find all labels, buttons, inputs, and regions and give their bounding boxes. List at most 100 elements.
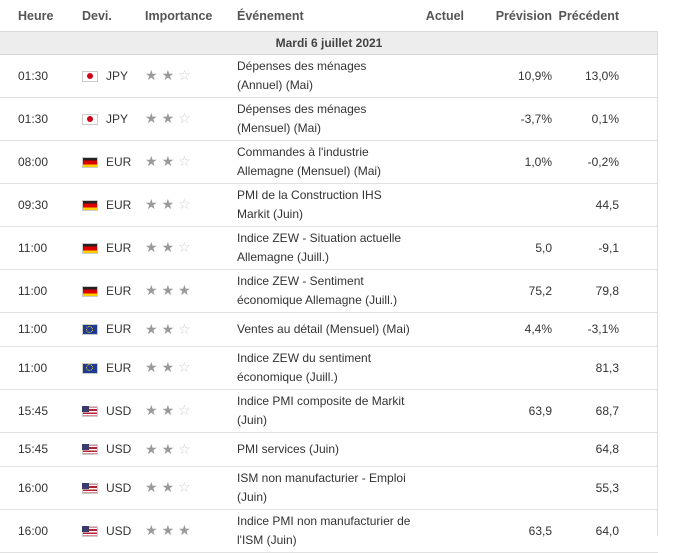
de-flag-icon <box>82 156 98 168</box>
importance-stars: ★★☆ <box>145 359 195 375</box>
row-currency: JPY <box>82 54 145 98</box>
row-event[interactable]: Dépenses des ménages (Mensuel) (Mai) <box>237 97 417 141</box>
header-currency[interactable]: Devi. <box>82 8 112 23</box>
row-forecast: 75,2 <box>464 269 552 313</box>
row-actual <box>417 389 464 433</box>
star-filled-icon: ★ <box>161 67 179 83</box>
star-filled-icon: ★ <box>145 402 162 418</box>
row-actual <box>417 509 464 553</box>
row-event[interactable]: PMI services (Juin) <box>237 432 417 467</box>
importance-stars: ★★☆ <box>145 153 195 169</box>
row-time: 11:00 <box>0 269 82 313</box>
row-previous: -0,2% <box>552 140 658 184</box>
row-currency: EUR <box>82 312 145 347</box>
row-actual <box>417 312 464 347</box>
row-previous: 64,8 <box>552 432 658 467</box>
row-previous: 44,5 <box>552 183 658 227</box>
currency-code: JPY <box>106 111 129 126</box>
table-row[interactable]: 01:30 JPY ★★☆ Dépenses des ménages (Mensuel… <box>0 97 658 141</box>
row-event[interactable]: Indice ZEW du sentiment économique (Juil… <box>237 346 417 390</box>
row-currency: USD <box>82 389 145 433</box>
table-row[interactable]: 11:00 EUR ★★☆ Indice ZEW - Situation actuel… <box>0 226 658 270</box>
star-filled-icon: ★ <box>161 359 179 375</box>
table-row[interactable]: 11:00 EUR ★★★ Indice ZEW - Sentiment économ… <box>0 269 658 313</box>
star-filled-icon: ★ <box>161 110 179 126</box>
header-time[interactable]: Heure <box>18 8 54 23</box>
row-previous: 81,3 <box>552 346 658 390</box>
star-filled-icon: ★ <box>145 522 162 538</box>
table-row[interactable]: 15:45 USD ★★☆ Indice PMI composite de Marki… <box>0 389 658 433</box>
star-filled-icon: ★ <box>161 282 179 298</box>
row-previous: 79,8 <box>552 269 658 313</box>
table-row[interactable]: 16:00 USD ★★☆ ISM non manufacturier - Emplo… <box>0 466 658 510</box>
currency-code: USD <box>106 403 132 418</box>
row-time: 11:00 <box>0 226 82 270</box>
star-filled-icon: ★ <box>161 440 179 457</box>
row-event[interactable]: Commandes à l'industrie Allemagne (Mensu… <box>237 140 417 184</box>
star-empty-icon: ☆ <box>178 239 195 255</box>
table-row[interactable]: 11:00 EUR ★★☆ Indice ZEW du sentiment écono… <box>0 346 658 390</box>
star-filled-icon: ★ <box>145 479 162 495</box>
star-filled-icon: ★ <box>145 196 162 212</box>
de-flag-icon <box>82 199 98 211</box>
row-importance: ★★☆ <box>145 140 237 184</box>
row-event[interactable]: Indice PMI composite de Markit (Juin) <box>237 389 417 433</box>
row-previous: 64,0 <box>552 509 658 553</box>
row-event[interactable]: Indice PMI non manufacturier de l'ISM (J… <box>237 509 417 553</box>
header-previous[interactable]: Précédent <box>558 8 619 23</box>
row-currency: USD <box>82 432 145 467</box>
row-previous: -3,1% <box>552 312 658 347</box>
table-row[interactable]: 15:45 USD ★★☆ PMI services (Juin) 64,8 <box>0 432 658 467</box>
row-forecast <box>464 183 552 227</box>
header-actual[interactable]: Actuel <box>425 8 464 23</box>
jp-flag-icon <box>82 113 98 125</box>
row-event[interactable]: PMI de la Construction IHS Markit (Juin) <box>237 183 417 227</box>
table-row[interactable]: 01:30 JPY ★★☆ Dépenses des ménages (Annuel)… <box>0 54 658 98</box>
row-actual <box>417 54 464 98</box>
table-row[interactable]: 11:00 EUR ★★☆ Ventes au détail (Mensuel) (M… <box>0 312 658 347</box>
row-importance: ★★☆ <box>145 346 237 390</box>
date-row: Mardi 6 juillet 2021 <box>0 31 658 55</box>
star-filled-icon: ★ <box>178 282 195 298</box>
header-importance[interactable]: Importance <box>145 8 213 23</box>
row-time: 15:45 <box>0 432 82 467</box>
row-previous: 68,7 <box>552 389 658 433</box>
star-empty-icon: ☆ <box>178 402 195 418</box>
row-event[interactable]: Indice ZEW - Situation actuelle Allemagn… <box>237 226 417 270</box>
star-filled-icon: ★ <box>161 402 179 418</box>
table-row[interactable]: 16:00 USD ★★★ Indice PMI non manufacturier … <box>0 509 658 553</box>
star-filled-icon: ★ <box>145 239 162 255</box>
currency-code: USD <box>106 480 132 495</box>
star-empty-icon: ☆ <box>178 359 195 375</box>
header-forecast[interactable]: Prévision <box>495 8 552 23</box>
star-empty-icon: ☆ <box>178 110 195 126</box>
currency-code: EUR <box>106 283 132 298</box>
row-currency: EUR <box>82 269 145 313</box>
importance-stars: ★★☆ <box>145 321 195 337</box>
table-row[interactable]: 08:00 EUR ★★☆ Commandes à l'industrie Allem… <box>0 140 658 184</box>
row-event[interactable]: ISM non manufacturier - Emploi (Juin) <box>237 466 417 510</box>
row-event[interactable]: Dépenses des ménages (Annuel) (Mai) <box>237 54 417 98</box>
row-importance: ★★☆ <box>145 432 237 467</box>
row-event[interactable]: Ventes au détail (Mensuel) (Mai) <box>237 312 417 347</box>
row-actual <box>417 269 464 313</box>
row-time: 01:30 <box>0 54 82 98</box>
row-currency: EUR <box>82 226 145 270</box>
header-row: Heure Devi. Importance Événement Actuel … <box>0 0 658 32</box>
star-filled-icon: ★ <box>145 440 162 457</box>
row-currency: EUR <box>82 140 145 184</box>
row-actual <box>417 97 464 141</box>
star-empty-icon: ☆ <box>178 67 195 83</box>
row-forecast: 63,5 <box>464 509 552 553</box>
importance-stars: ★★★ <box>145 282 195 298</box>
table-row[interactable]: 09:30 EUR ★★☆ PMI de la Construction IHS Ma… <box>0 183 658 227</box>
us-flag-icon <box>82 405 98 417</box>
star-filled-icon: ★ <box>145 110 162 126</box>
header-event[interactable]: Événement <box>237 8 304 23</box>
star-empty-icon: ☆ <box>178 196 195 212</box>
star-empty-icon: ☆ <box>178 320 195 337</box>
row-event[interactable]: Indice ZEW - Sentiment économique Allema… <box>237 269 417 313</box>
de-flag-icon <box>82 242 98 254</box>
date-label: Mardi 6 juillet 2021 <box>0 31 658 55</box>
star-filled-icon: ★ <box>145 67 162 83</box>
